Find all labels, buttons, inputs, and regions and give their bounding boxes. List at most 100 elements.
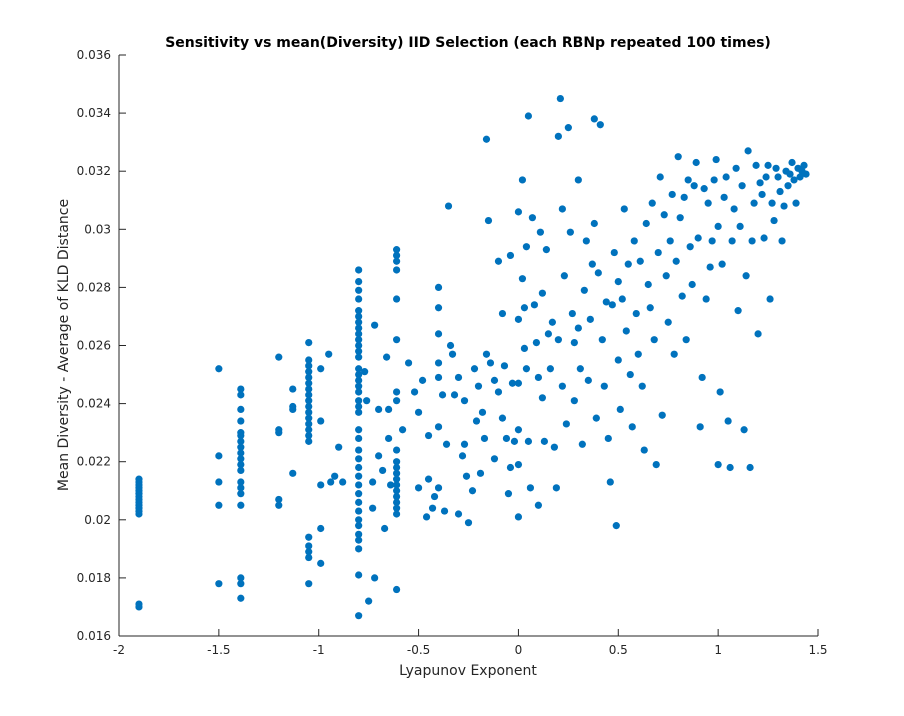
- data-point: [355, 463, 363, 472]
- data-point: [752, 161, 760, 169]
- data-point: [355, 336, 363, 344]
- y-tick-label: 0.02: [84, 513, 111, 527]
- data-point: [600, 382, 608, 390]
- data-point: [418, 376, 427, 384]
- data-point: [596, 121, 604, 129]
- data-point: [393, 585, 401, 594]
- data-point: [369, 504, 377, 512]
- data-point: [410, 388, 419, 396]
- data-point: [305, 338, 313, 347]
- data-point: [393, 397, 401, 405]
- data-point: [468, 487, 477, 495]
- data-point: [590, 219, 598, 228]
- data-point: [664, 318, 672, 326]
- data-point: [614, 277, 622, 286]
- data-point: [500, 362, 509, 370]
- data-point: [355, 472, 363, 480]
- data-point: [355, 365, 363, 373]
- data-point: [428, 504, 437, 512]
- data-point: [682, 336, 690, 344]
- data-point: [375, 405, 383, 414]
- data-point: [728, 237, 736, 245]
- data-point: [355, 522, 363, 530]
- data-point: [504, 490, 513, 498]
- x-tick-label: -0.5: [407, 643, 430, 657]
- data-point: [546, 365, 554, 373]
- data-point: [478, 408, 487, 416]
- data-point: [275, 501, 283, 509]
- data-point: [528, 214, 537, 222]
- data-point: [215, 365, 223, 373]
- data-point: [686, 243, 694, 251]
- data-point: [393, 469, 401, 477]
- data-point: [746, 463, 754, 472]
- data-point: [734, 307, 742, 315]
- data-point: [774, 173, 782, 181]
- data-point: [612, 522, 620, 530]
- data-point: [355, 446, 363, 454]
- data-point: [526, 484, 535, 492]
- data-point: [558, 382, 566, 390]
- data-point: [490, 376, 499, 384]
- data-point: [494, 388, 503, 396]
- data-point: [339, 478, 347, 486]
- data-point: [237, 405, 245, 414]
- data-point: [237, 391, 245, 399]
- data-point: [740, 426, 748, 434]
- data-point: [317, 559, 325, 567]
- y-tick-label: 0.028: [77, 280, 111, 294]
- y-tick-label: 0.032: [77, 164, 111, 178]
- data-point: [522, 243, 531, 251]
- data-point: [580, 286, 588, 294]
- data-point: [656, 173, 664, 181]
- data-point: [800, 161, 808, 169]
- x-tick-label: 0.5: [609, 643, 628, 657]
- data-point: [317, 417, 325, 425]
- data-point: [215, 501, 223, 509]
- data-point: [716, 388, 724, 396]
- data-point: [606, 478, 614, 486]
- data-point: [642, 219, 650, 228]
- data-point: [602, 298, 610, 306]
- data-point: [618, 295, 626, 303]
- data-point: [393, 246, 401, 254]
- data-point: [424, 431, 433, 440]
- y-tick-label: 0.036: [77, 48, 111, 62]
- data-point: [652, 461, 660, 469]
- data-point: [381, 524, 389, 533]
- data-point: [442, 440, 451, 448]
- data-point: [670, 350, 678, 358]
- data-point: [215, 478, 223, 486]
- data-point: [524, 112, 533, 120]
- data-point: [604, 434, 612, 443]
- data-point: [305, 542, 313, 550]
- data-point: [414, 484, 423, 492]
- data-point: [355, 408, 363, 416]
- data-point: [514, 513, 523, 521]
- data-point: [732, 164, 740, 172]
- data-point: [393, 257, 401, 265]
- data-point: [371, 321, 379, 329]
- data-point: [678, 292, 686, 300]
- data-point: [393, 266, 401, 274]
- data-point: [566, 228, 574, 236]
- data-point: [530, 301, 539, 309]
- data-point: [484, 216, 493, 225]
- data-point: [450, 391, 459, 399]
- data-point: [628, 423, 636, 431]
- data-point: [632, 309, 640, 318]
- y-tick-label: 0.034: [77, 106, 111, 120]
- data-point: [522, 365, 531, 373]
- data-point: [498, 414, 507, 422]
- data-point: [548, 318, 556, 326]
- data-point: [688, 280, 696, 289]
- data-point: [393, 388, 401, 396]
- data-point: [305, 420, 313, 428]
- data-point: [576, 365, 584, 373]
- data-point: [694, 234, 702, 242]
- data-point: [610, 248, 618, 257]
- data-point: [464, 519, 473, 527]
- data-point: [626, 370, 634, 379]
- data-point: [582, 237, 590, 245]
- data-point: [355, 318, 363, 326]
